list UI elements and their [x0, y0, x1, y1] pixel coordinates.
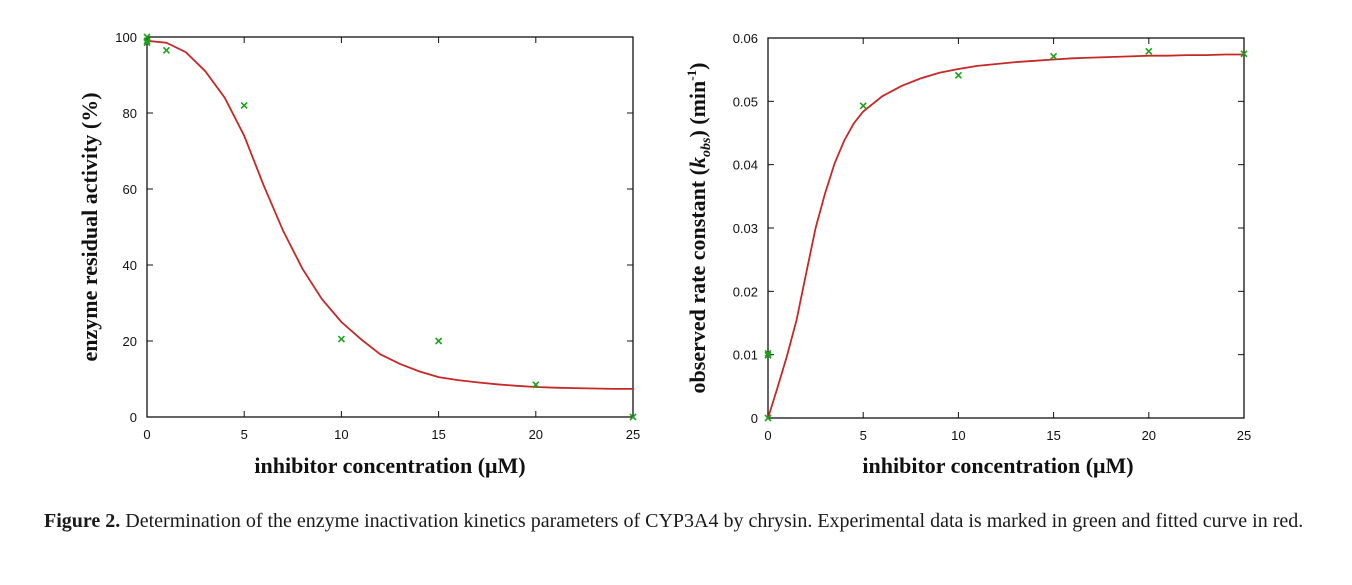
y-tick-label: 60 [123, 182, 137, 197]
x-tick-label: 0 [764, 428, 771, 443]
marker-stroke [954, 71, 962, 79]
y-label-sup: -1 [684, 70, 699, 81]
marker-stroke [1240, 50, 1248, 58]
tick-marks [767, 37, 1245, 419]
y-tick-label: 80 [123, 106, 137, 121]
marker-stroke [435, 337, 443, 345]
x-tick-label: 0 [143, 427, 150, 442]
data-point-marker [240, 101, 248, 109]
data-point-marker [337, 335, 345, 343]
y-tick-label: 40 [123, 258, 137, 273]
x-tick-label: 10 [334, 427, 348, 442]
rate-constant-chart: 0 5 10 15 20 25 0 0.01 0.02 0.03 0.04 0.05 0.06 inh… [684, 31, 1251, 478]
marker-stroke [143, 37, 151, 45]
marker-stroke [240, 101, 248, 109]
y-tick-label: 0.03 [733, 221, 758, 236]
fitted-curve [146, 39, 633, 390]
marker-stroke [764, 351, 772, 359]
data-point-marker [143, 37, 151, 45]
plot-frame [767, 37, 1245, 419]
x-tick-label: 10 [951, 428, 965, 443]
x-tick-label: 15 [1046, 428, 1060, 443]
caption-text: Determination of the enzyme inactivation… [120, 510, 1304, 532]
data-point-marker [143, 39, 151, 47]
data-point-marker [859, 102, 867, 110]
data-point-marker [764, 414, 772, 422]
data-point-marker [1145, 47, 1153, 55]
x-tick-label: 25 [626, 427, 640, 442]
marker-stroke [337, 335, 345, 343]
marker-stroke [764, 349, 772, 357]
data-point-marker [764, 349, 772, 357]
x-tick-label: 20 [1142, 428, 1156, 443]
x-tick-label: 25 [1237, 428, 1251, 443]
x-tick-labels: 0 5 10 15 20 25 [143, 427, 640, 442]
marker-stroke [764, 414, 772, 422]
y-tick-label: 20 [123, 334, 137, 349]
data-point-marker [162, 46, 171, 54]
marker-stroke [532, 381, 540, 389]
y-tick-labels: 0 0.01 0.02 0.03 0.04 0.05 0.06 [733, 31, 758, 426]
y-tick-label: 0.06 [733, 31, 758, 46]
y-label-end: ) [685, 63, 710, 70]
fitted-curve [767, 53, 1244, 419]
tick-marks [146, 36, 634, 418]
data-point-marker [954, 71, 962, 79]
y-label-mid: ) (min [685, 81, 710, 138]
x-axis-label: inhibitor concentration (μM) [254, 453, 525, 478]
marker-stroke [629, 413, 637, 421]
y-label-main: observed rate constant ( [685, 168, 710, 393]
y-tick-label: 0 [751, 411, 758, 426]
x-tick-labels: 0 5 10 15 20 25 [764, 428, 1251, 443]
marker-stroke [162, 46, 171, 54]
data-point-marker [532, 381, 540, 389]
y-label-sub: obs [699, 137, 714, 157]
marker-stroke [1050, 52, 1058, 60]
y-axis-label: enzyme residual activity (%) [77, 92, 102, 361]
data-point-marker [764, 351, 772, 359]
y-tick-label: 0.02 [733, 284, 758, 299]
data-points [764, 47, 1248, 422]
y-tick-label: 100 [115, 30, 137, 45]
x-tick-label: 15 [431, 427, 445, 442]
residual-activity-chart: 0 5 10 15 20 25 0 20 40 60 80 100 inhibitor concen… [77, 30, 640, 478]
marker-stroke [143, 39, 151, 47]
x-tick-label: 5 [860, 428, 867, 443]
y-tick-labels: 0 20 40 60 80 100 [115, 30, 137, 425]
x-tick-label: 5 [241, 427, 248, 442]
data-point-marker [629, 413, 637, 421]
x-axis-label: inhibitor concentration (μM) [862, 453, 1133, 478]
y-tick-label: 0.05 [733, 94, 758, 109]
y-tick-label: 0 [130, 410, 137, 425]
x-tick-label: 20 [529, 427, 543, 442]
y-axis-label: observed rate constant (kobs) (min-1) [684, 63, 714, 394]
y-tick-label: 0.01 [733, 348, 758, 363]
y-tick-label: 0.04 [733, 158, 758, 173]
caption-label: Figure 2. [44, 510, 121, 532]
data-point-marker [1240, 50, 1248, 58]
figure-caption: Figure 2. Determination of the enzyme in… [44, 505, 1314, 538]
data-points [143, 33, 637, 421]
data-point-marker [435, 337, 443, 345]
marker-stroke [1145, 47, 1153, 55]
marker-stroke [859, 102, 867, 110]
y-label-k: k [685, 157, 710, 168]
plot-frame [146, 36, 634, 418]
data-point-marker [1050, 52, 1058, 60]
